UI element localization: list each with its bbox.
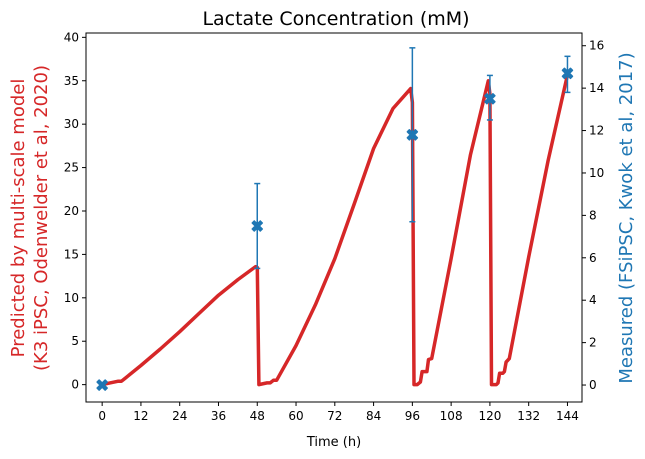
measured-point-1 <box>251 220 264 232</box>
measured-point-2 <box>406 129 419 141</box>
x-axis-label: Time (h) <box>306 435 361 450</box>
x-tick-label-1: 12 <box>133 409 148 423</box>
y-right-tick-label-7: 14 <box>589 81 604 95</box>
y-left-label-line2: (K3 iPSC, Odenwelder et al, 2020) <box>31 65 52 371</box>
y-left-tick-label-5: 25 <box>64 161 79 175</box>
y-right-tick-label-6: 12 <box>589 124 604 138</box>
plot-frame <box>85 32 583 403</box>
x-tick-label-2: 24 <box>172 409 187 423</box>
y-left-tick-label-3: 15 <box>64 247 79 261</box>
y-right-tick-label-4: 8 <box>589 208 597 222</box>
model-line <box>100 72 570 387</box>
x-tick-label-9: 108 <box>440 409 463 423</box>
x-tick-label-4: 48 <box>250 409 265 423</box>
x-tick-label-3: 36 <box>211 409 226 423</box>
y-right-label: Measured (FSiPSC, Kwok et al, 2017) <box>616 52 637 383</box>
y-right-tick-label-8: 16 <box>589 39 604 53</box>
y-left-tick-label-6: 30 <box>64 117 79 131</box>
x-tick-label-11: 132 <box>517 409 540 423</box>
x-tick-label-5: 60 <box>288 409 303 423</box>
x-tick-label-0: 0 <box>98 409 106 423</box>
y-right-tick-label-3: 6 <box>589 251 597 265</box>
y-left-tick-label-0: 0 <box>71 378 79 392</box>
y-left-tick-label-2: 10 <box>64 291 79 305</box>
x-tick-label-12: 144 <box>556 409 579 423</box>
y-right-tick-label-2: 4 <box>589 293 597 307</box>
y-right-tick-label-1: 2 <box>589 336 597 350</box>
measured-point-3 <box>484 92 496 105</box>
x-tick-label-6: 72 <box>327 409 342 423</box>
x-tick-label-8: 96 <box>405 409 420 423</box>
measured-point-0 <box>96 379 108 391</box>
y-left-tick-label-7: 35 <box>64 74 79 88</box>
y-right-tick-label-5: 10 <box>589 166 604 180</box>
y-left-tick-label-8: 40 <box>64 30 79 44</box>
y-left-tick-label-4: 20 <box>64 204 79 218</box>
measured-point-4 <box>561 67 574 80</box>
x-tick-label-10: 120 <box>478 409 501 423</box>
chart-title: Lactate Concentration (mM) <box>202 8 469 30</box>
y-left-tick-label-1: 5 <box>71 334 79 348</box>
y-left-label-line1: Predicted by multi-scale model <box>8 79 29 358</box>
x-tick-label-7: 84 <box>366 409 381 423</box>
y-right-tick-label-0: 0 <box>589 378 597 392</box>
